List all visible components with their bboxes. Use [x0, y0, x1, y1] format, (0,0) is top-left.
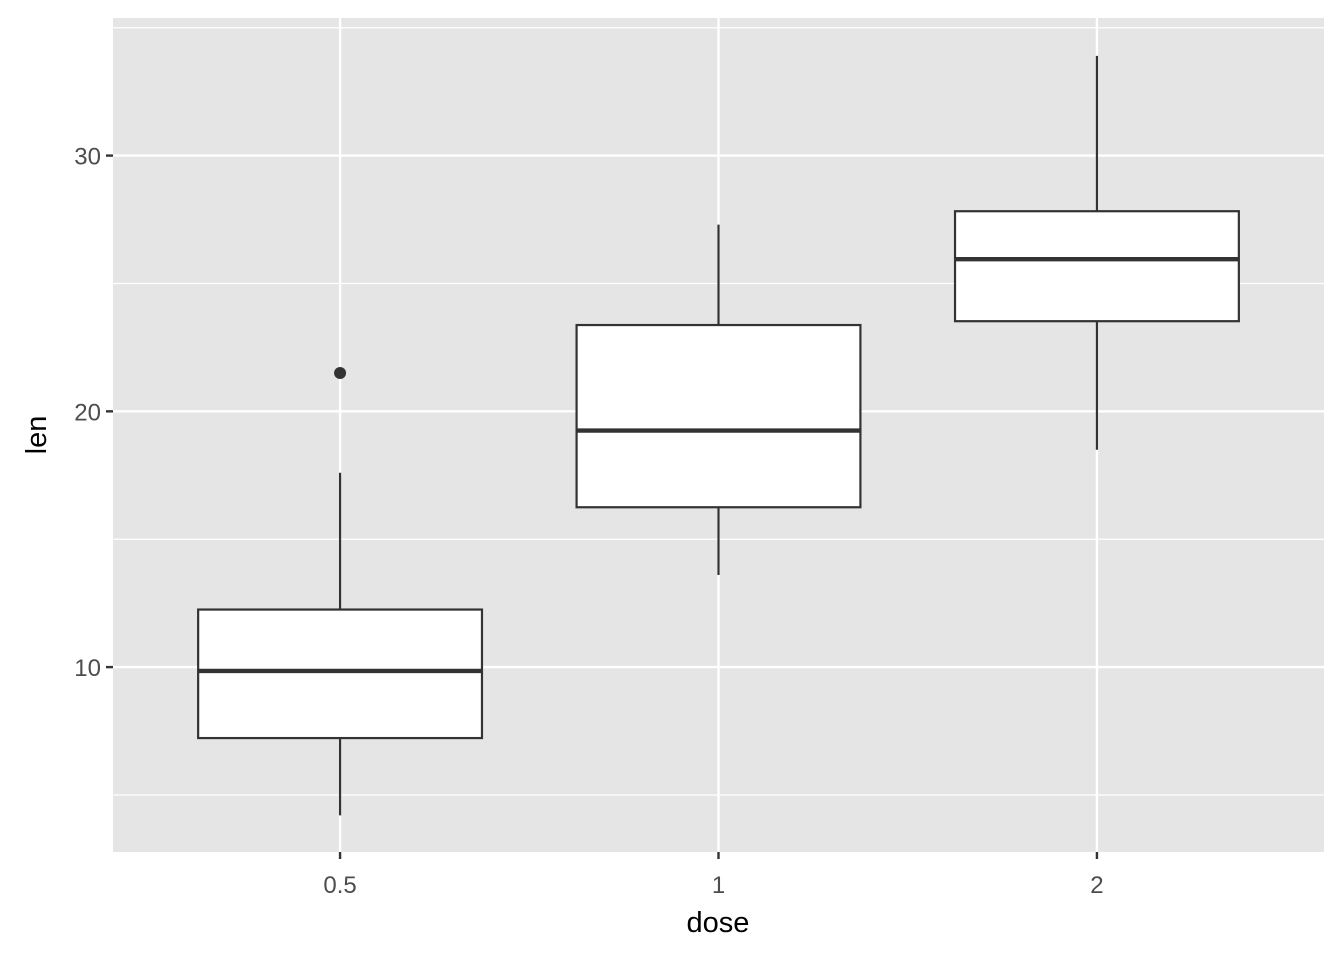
box-iqr — [575, 323, 862, 509]
y-tick-label: 20 — [74, 399, 101, 426]
box-1 — [575, 224, 862, 576]
y-axis-label: len — [21, 416, 53, 455]
outlier-point — [334, 366, 347, 379]
x-tick-label: 0.5 — [323, 872, 356, 899]
box-iqr — [197, 608, 484, 740]
y-tick-label: 30 — [74, 144, 101, 171]
box-2 — [953, 55, 1240, 450]
box-0.5 — [197, 366, 484, 816]
x-tick-label: 1 — [712, 872, 725, 899]
y-tick-label: 10 — [74, 655, 101, 682]
box-iqr — [953, 210, 1240, 323]
x-axis-label: dose — [687, 907, 750, 939]
x-tick-label: 2 — [1090, 872, 1103, 899]
